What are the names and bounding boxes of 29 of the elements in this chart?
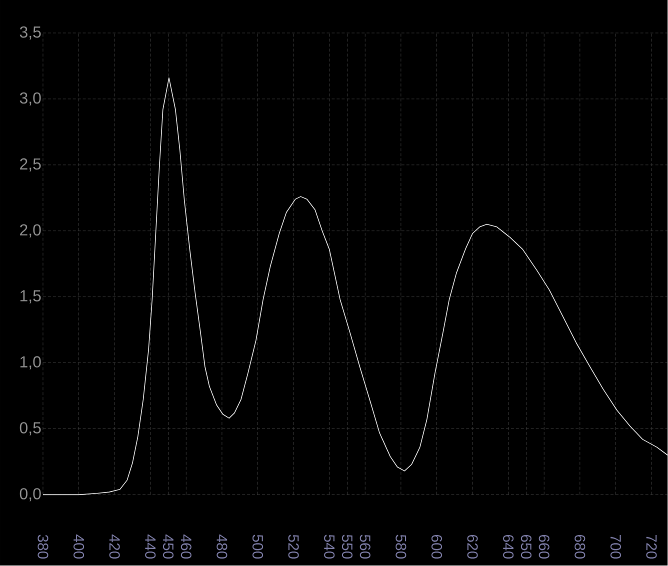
x-tick-label: 520 bbox=[288, 534, 299, 559]
x-tick-label: 440 bbox=[145, 534, 156, 559]
x-tick-label: 380 bbox=[38, 534, 48, 559]
y-tick-label: 3,0 bbox=[20, 92, 41, 106]
x-tick-label: 620 bbox=[467, 535, 478, 559]
x-tick-label: 500 bbox=[252, 534, 264, 559]
y-tick-label: 0,0 bbox=[20, 488, 41, 502]
x-tick-label: 550 bbox=[342, 534, 353, 559]
x-tick-label: 400 bbox=[73, 534, 84, 559]
x-tick-label: 650 bbox=[520, 535, 532, 559]
x-tick-label: 540 bbox=[324, 534, 335, 559]
x-tick-label: 660 bbox=[538, 535, 550, 559]
y-tick-label: 3,5 bbox=[20, 26, 41, 40]
y-tick-label: 2,0 bbox=[20, 224, 41, 238]
x-tick-label: 560 bbox=[360, 534, 370, 559]
x-tick-label: 600 bbox=[431, 535, 442, 559]
x-tick-label: 580 bbox=[396, 534, 406, 559]
x-tick-label: 420 bbox=[109, 534, 120, 559]
x-tick-label: 450 bbox=[162, 534, 174, 559]
y-tick-label: 0,5 bbox=[20, 422, 41, 436]
y-tick-label: 2,5 bbox=[20, 158, 41, 172]
x-tick-label: 700 bbox=[610, 535, 622, 559]
x-tick-label: 640 bbox=[503, 535, 514, 559]
x-tick-label: 480 bbox=[216, 534, 228, 559]
x-tick-label: 720 bbox=[646, 535, 657, 559]
y-tick-label: 1,5 bbox=[20, 290, 41, 304]
x-tick-label: 460 bbox=[180, 534, 192, 559]
y-tick-label: 1,0 bbox=[20, 356, 41, 370]
x-tick-label: 680 bbox=[574, 535, 586, 559]
